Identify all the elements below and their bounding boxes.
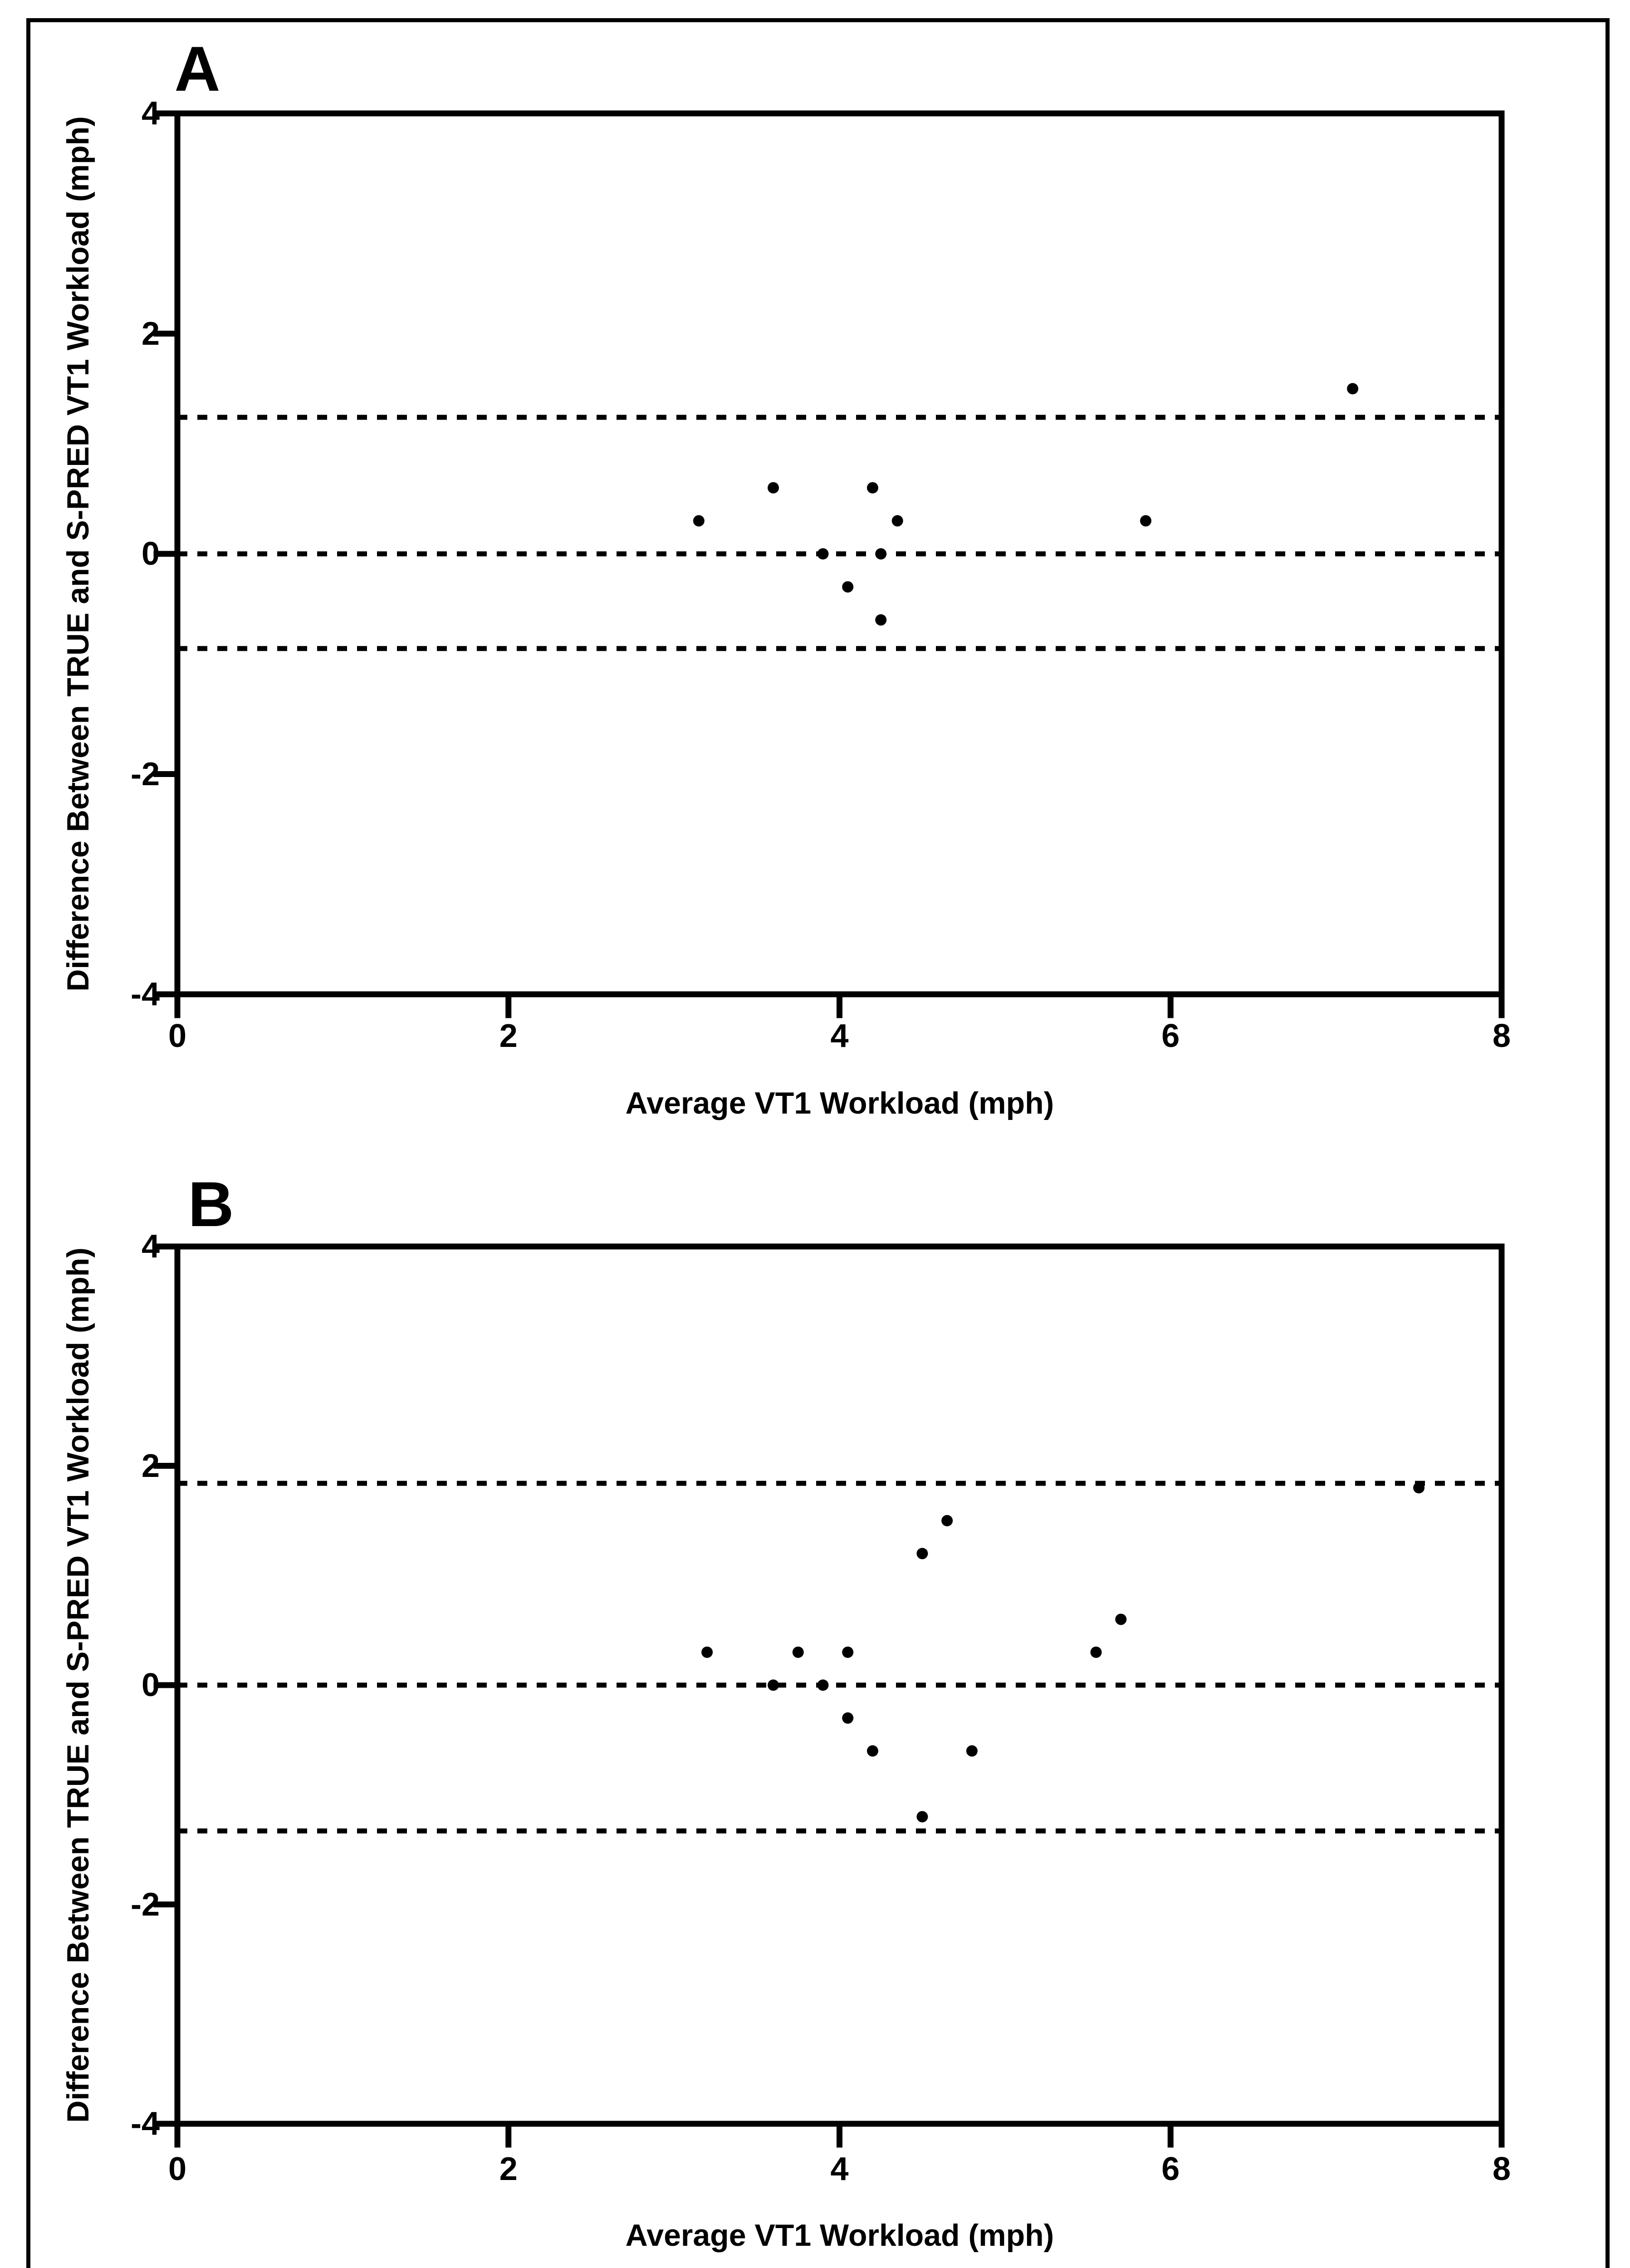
panel-a-data-point <box>866 482 878 494</box>
panel-a-y-tick-label: -4 <box>130 976 160 1012</box>
panel-a-data-point <box>891 515 903 527</box>
panel-a-x-tick-label: 6 <box>1161 1018 1180 1054</box>
panel-b-data-point <box>1413 1482 1425 1494</box>
panel-b-data-point <box>842 1646 854 1658</box>
panel-a-y-tick-label: 2 <box>141 315 160 352</box>
panel-b-data-point <box>701 1646 713 1658</box>
panel-a-label: A <box>174 33 220 104</box>
panel-b-x-axis-title: Average VT1 Workload (mph) <box>625 2218 1054 2253</box>
panel-b-label: B <box>188 1168 234 1240</box>
panel-b-x-tick-label: 4 <box>830 2151 849 2187</box>
panel-b-x-tick-label: 8 <box>1492 2151 1511 2187</box>
panel-b-y-tick-label: -4 <box>130 2106 160 2142</box>
panel-a-y-tick-label: -2 <box>130 756 160 792</box>
panel-a-data-point <box>817 548 829 560</box>
panel-a-x-tick-label: 8 <box>1492 1018 1511 1054</box>
panel-b-x-tick-label: 0 <box>168 2151 187 2187</box>
panel-a-y-tick-label: 4 <box>141 95 160 132</box>
panel-b-y-tick-label: 2 <box>141 1447 160 1484</box>
panel-a-y-tick-label: 0 <box>141 536 160 572</box>
panel-b-data-point <box>941 1515 953 1526</box>
panel-b-y-tick-label: 4 <box>141 1228 160 1265</box>
panel-a-data-point <box>693 515 705 527</box>
panel-a-x-axis-title: Average VT1 Workload (mph) <box>625 1086 1054 1120</box>
panel-b-data-point <box>1115 1613 1127 1625</box>
panel-b-data-point <box>768 1679 779 1691</box>
panel-b-y-tick-label: 0 <box>141 1667 160 1703</box>
panel-a-x-tick-label: 4 <box>830 1018 849 1054</box>
panel-a-data-point <box>768 482 779 494</box>
panel-a-data-point <box>1140 515 1152 527</box>
panel-b-data-point <box>916 1548 928 1559</box>
panel-a-data-point <box>875 614 887 626</box>
panel-a-data-point <box>1347 383 1359 395</box>
panel-b-data-point <box>817 1679 829 1691</box>
panel-b-data-point <box>792 1646 804 1658</box>
panel-b-frame <box>174 1243 1505 2127</box>
panel-b-data-point <box>1090 1646 1102 1658</box>
panel-a-x-tick-label: 2 <box>499 1018 518 1054</box>
panel-b-data-point <box>842 1712 854 1724</box>
panel-b-data-point <box>866 1745 878 1757</box>
panel-b-data-point <box>966 1745 978 1757</box>
panel-b-data-point <box>916 1811 928 1823</box>
panel-b-x-tick-label: 2 <box>499 2151 518 2187</box>
panel-a-data-point <box>875 548 887 560</box>
panel-b-y-tick-label: -2 <box>130 1886 160 1923</box>
panel-b-x-tick-label: 6 <box>1161 2151 1180 2187</box>
panel-a-frame <box>174 110 1505 997</box>
panel-a-data-point <box>842 581 854 593</box>
figure-border <box>26 18 1610 2268</box>
panel-a-x-tick-label: 0 <box>168 1018 187 1054</box>
